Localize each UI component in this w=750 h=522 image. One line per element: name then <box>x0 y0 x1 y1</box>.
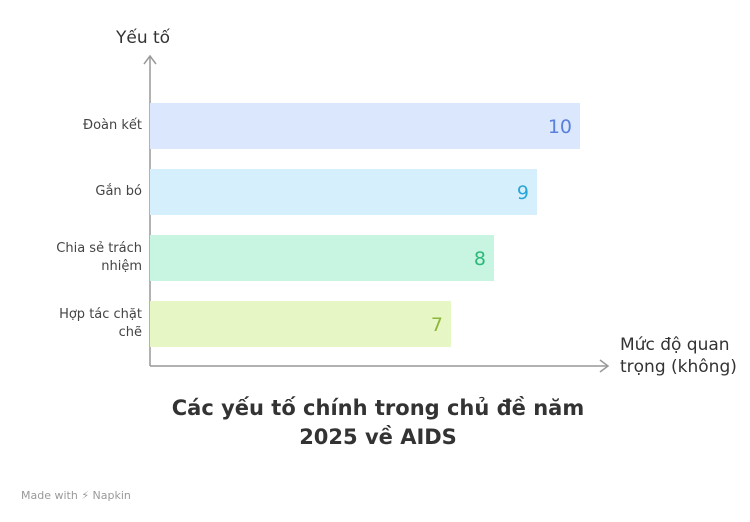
footer: Made with ⚡ Napkin <box>21 489 131 502</box>
value-label: 10 <box>548 116 572 138</box>
x-axis-arrow <box>599 359 610 373</box>
value-label: 9 <box>517 182 529 204</box>
bar <box>150 301 451 347</box>
footer-text: Made with <box>21 489 78 502</box>
footer-brand: Napkin <box>92 489 131 502</box>
bar <box>150 169 537 215</box>
value-label: 7 <box>431 314 443 336</box>
y-axis-arrow <box>143 54 157 65</box>
y-tick-label: Đoàn kết <box>83 118 142 133</box>
y-tick-label: Gắn bó <box>95 184 142 199</box>
bar <box>150 235 494 281</box>
chart-title: Các yếu tố chính trong chủ đề năm 2025 v… <box>171 396 585 449</box>
y-axis-label: Yếu tố <box>116 28 171 48</box>
y-tick-label: Chia sẻ trách nhiệm <box>56 241 142 274</box>
x-axis-label: Mức độ quan trọng (không) <box>620 335 737 377</box>
value-label: 8 <box>474 248 486 270</box>
y-tick-label: Hợp tác chặt chẽ <box>59 307 142 340</box>
bar <box>150 103 580 149</box>
